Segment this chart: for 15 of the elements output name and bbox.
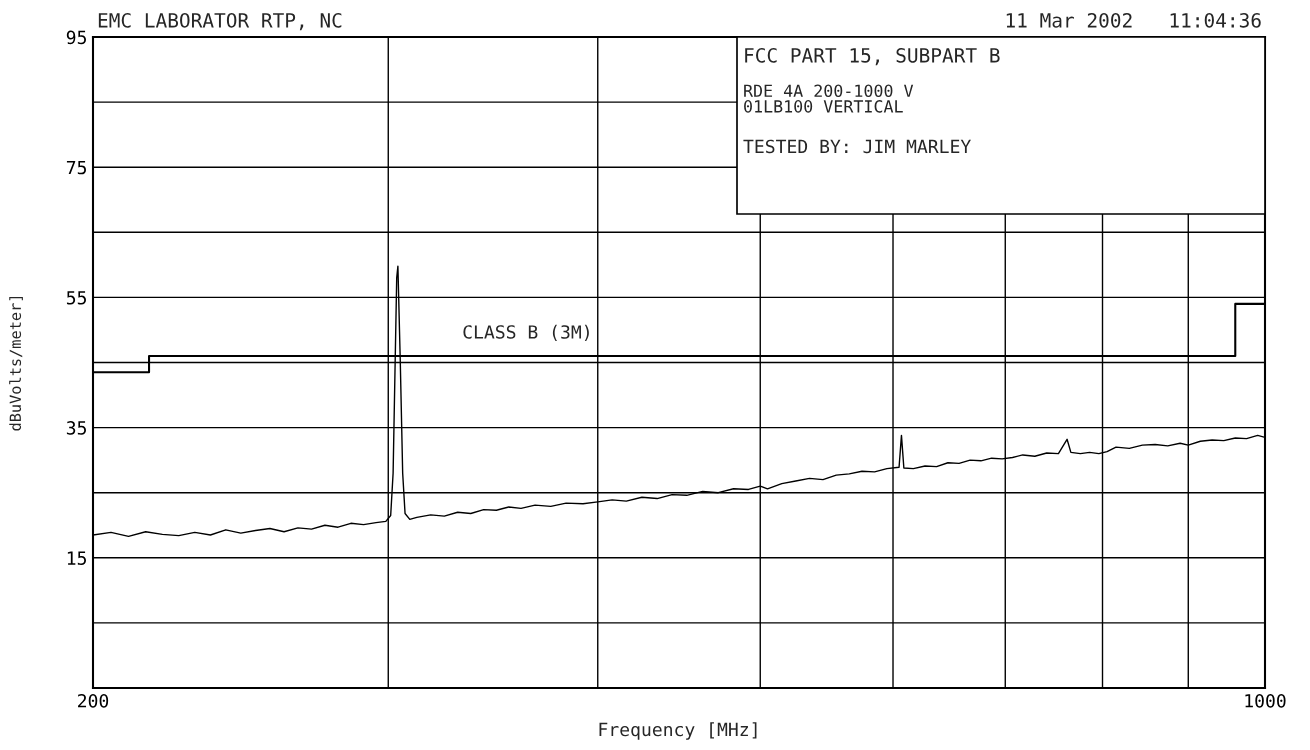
y-tick-label: 55: [66, 291, 86, 305]
y-tick-label: 95: [66, 30, 86, 45]
annotation: RDE 4A 200-1000 V 01LB100 VERTICAL: [744, 84, 914, 113]
x-axis-title: Frequency [MHz]: [599, 722, 757, 740]
x-tick-label: 200: [78, 693, 109, 708]
y-axis-title: dBuVolts/meter]: [9, 296, 23, 431]
x-tick-label: 1000: [1245, 693, 1286, 708]
series-label: CLASS B (3M): [463, 324, 589, 341]
y-tick-label: 75: [66, 160, 86, 175]
text: 11 Mar 2002 11:04:36: [1006, 12, 1261, 28]
y-tick-label: 15: [67, 551, 86, 565]
annotation: TESTED BY: JIM MARLEY: [743, 139, 971, 154]
chart-title: EMC LABORATOR RTP, NC: [98, 12, 342, 31]
y-tick-label: 35: [66, 421, 86, 435]
annotation: FCC PART 15, SUBPART B: [745, 47, 1000, 66]
